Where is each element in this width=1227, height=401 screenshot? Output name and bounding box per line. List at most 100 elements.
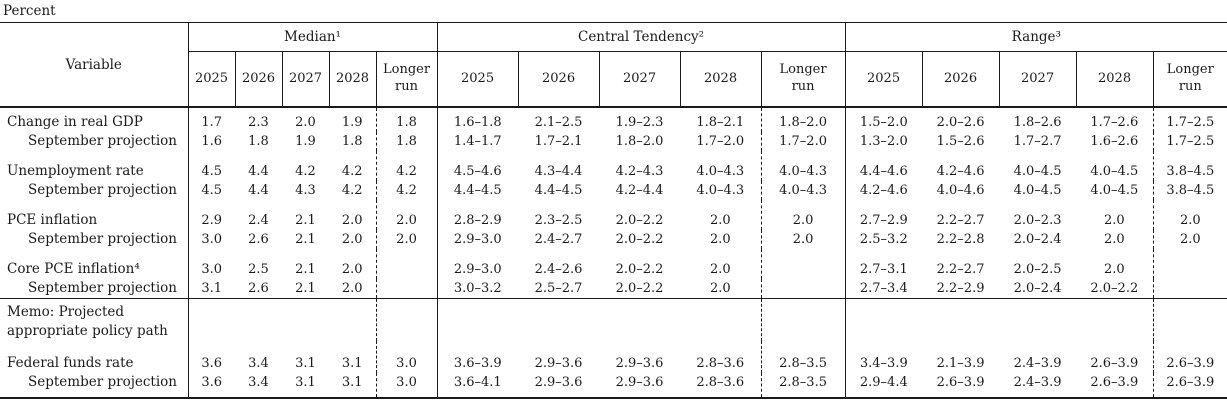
median-value-cell (375, 279, 438, 299)
central-tendency-value-cell: 2.1–2.5 (534, 115, 583, 130)
range-value-cell: 4.0–4.5 (1013, 183, 1062, 198)
median-value-cell: 3.0 (375, 341, 438, 373)
central-tendency-value-cell (518, 298, 600, 341)
median-value-cell: 2.4 (248, 213, 269, 228)
year-header-median: 2027 (281, 51, 329, 108)
row-label: September projection (28, 280, 177, 296)
central-tendency-value-cell (760, 298, 846, 341)
range-value-cell: 2.1–3.9 (936, 356, 985, 371)
range-value-cell: 2.6–3.9 (936, 375, 985, 390)
range-value-cell: 1.5–2.6 (936, 134, 985, 149)
row-label: September projection (28, 133, 177, 149)
year-header-range: 2028 (1075, 51, 1154, 108)
table-row: Unemployment rate 4.5 4.4 4.2 4.2 4.2 4.5–4.6 4… (0, 151, 1227, 181)
year-header-range: 2025 (844, 51, 923, 108)
range-value-cell: 2.4–3.9 (1013, 375, 1062, 390)
year-header-range: Longer run (1152, 51, 1227, 108)
range-value-cell (999, 298, 1077, 341)
central-tendency-value-cell: 2.4–2.6 (534, 262, 583, 277)
median-value-cell: 1.8 (375, 132, 438, 151)
row-label: Unemployment rate (7, 163, 144, 179)
table-row: Core PCE inflation⁴ 3.0 2.5 2.1 2.0 2.9–3.0 2.… (0, 249, 1227, 279)
central-tendency-value-cell: 3.6–3.9 (436, 341, 519, 373)
range-value-cell (1152, 279, 1227, 299)
central-tendency-value-cell: 4.3–4.4 (534, 164, 583, 179)
range-value-cell: 2.0 (1103, 262, 1125, 277)
year-header-median: 2025 (187, 51, 235, 108)
median-value-cell: 2.9 (187, 200, 235, 230)
central-tendency-value-cell: 2.8–3.6 (696, 375, 745, 390)
range-value-cell: 2.0–2.4 (1013, 281, 1062, 296)
range-value-cell: 2.5–3.2 (844, 230, 923, 249)
central-tendency-value-cell: 4.5–4.6 (436, 151, 519, 181)
median-value-cell: 2.6 (248, 281, 269, 296)
range-value-cell: 2.0 (1103, 232, 1125, 247)
median-value-cell: 3.1 (341, 356, 363, 371)
central-tendency-value-cell: 1.8–2.1 (696, 115, 745, 130)
central-tendency-value-cell: 3.0–3.2 (436, 279, 519, 299)
range-value-cell: 2.2–2.9 (936, 281, 985, 296)
central-tendency-value-cell: 4.0–4.3 (696, 183, 745, 198)
median-value-cell (375, 249, 438, 279)
median-value-cell: 3.6 (187, 341, 235, 373)
median-value-cell: 2.0 (375, 200, 438, 230)
median-value-cell: 4.5 (187, 181, 235, 200)
range-value-cell: 2.0–2.2 (1090, 281, 1139, 296)
range-value-cell: 1.7–2.5 (1152, 107, 1227, 132)
range-value-cell: 4.2–4.6 (844, 181, 923, 200)
economic-projections-table: Variable Median¹ Central Tendency² Range… (0, 22, 1227, 399)
table-row: Change in real GDP 1.7 2.3 2.0 1.9 1.8 1.6–1.8… (0, 107, 1227, 132)
central-tendency-value-cell: 2.8–3.6 (696, 356, 745, 371)
central-tendency-value-cell: 2.0 (709, 232, 731, 247)
median-value-cell: 3.1 (187, 279, 235, 299)
central-tendency-value-cell: 1.9–2.3 (615, 115, 664, 130)
range-value-cell: 2.4–3.9 (1013, 356, 1062, 371)
central-tendency-value-cell: 2.9–3.0 (436, 249, 519, 279)
central-tendency-value-cell: 4.0–4.3 (696, 164, 745, 179)
median-value-cell: 2.0 (375, 230, 438, 249)
row-label: Core PCE inflation⁴ (7, 261, 140, 277)
central-tendency-value-cell: 4.0–4.3 (760, 181, 846, 200)
central-tendency-value-cell: 2.0 (709, 262, 731, 277)
median-value-cell: 2.0 (341, 232, 363, 247)
range-value-cell: 1.8–2.6 (1013, 115, 1062, 130)
range-value-cell: 4.0–4.5 (1013, 164, 1062, 179)
central-tendency-value-cell: 1.4–1.7 (436, 132, 519, 151)
median-value-cell: 4.2 (341, 183, 363, 198)
median-value-cell: 2.3 (248, 115, 269, 130)
central-tendency-value-cell: 2.0 (760, 200, 846, 230)
range-value-cell: 3.4–3.9 (844, 341, 923, 373)
median-value-cell: 1.7 (187, 107, 235, 132)
range-value-cell: 3.8–4.5 (1152, 181, 1227, 200)
table-row: September projection 1.6 1.8 1.9 1.8 1.8 1.4–1… (0, 132, 1227, 151)
range-value-cell: 2.2–2.8 (936, 232, 985, 247)
row-label: PCE inflation (7, 212, 98, 228)
central-tendency-value-cell: 2.9–3.6 (534, 356, 583, 371)
median-value-cell: 3.0 (375, 373, 438, 398)
year-header-central-tendency: 2027 (598, 51, 681, 108)
range-value-cell: 4.0–4.6 (936, 183, 985, 198)
year-header-central-tendency: 2026 (517, 51, 600, 108)
median-value-cell: 2.1 (295, 213, 316, 228)
row-label: September projection (28, 231, 177, 247)
median-value-cell: 4.3 (295, 183, 316, 198)
median-value-cell: 3.6 (187, 373, 235, 398)
median-value-cell: 3.0 (187, 249, 235, 279)
median-value-cell: 1.9 (341, 115, 363, 130)
year-header-range: 2026 (921, 51, 1000, 108)
central-tendency-value-cell: 4.2–4.3 (615, 164, 664, 179)
central-tendency-value-cell: 2.0–2.2 (615, 213, 664, 228)
median-value-cell: 4.2 (375, 181, 438, 200)
group-header-row: Variable Median¹ Central Tendency² Range… (0, 22, 1227, 108)
central-tendency-value-cell: 4.2–4.4 (615, 183, 664, 198)
range-value-cell: 2.0–2.4 (1013, 232, 1062, 247)
median-group-header: Median¹ (187, 22, 438, 52)
central-tendency-value-cell: 2.3–2.5 (534, 213, 583, 228)
central-tendency-value-cell: 2.4–2.7 (534, 232, 583, 247)
central-tendency-value-cell: 1.8–2.0 (615, 134, 664, 149)
central-tendency-value-cell: 2.9–3.6 (615, 375, 664, 390)
median-value-cell: 3.1 (341, 375, 363, 390)
year-header-median: 2028 (328, 51, 376, 108)
unit-label: Percent (3, 3, 56, 19)
median-value-cell: 2.1 (295, 262, 316, 277)
